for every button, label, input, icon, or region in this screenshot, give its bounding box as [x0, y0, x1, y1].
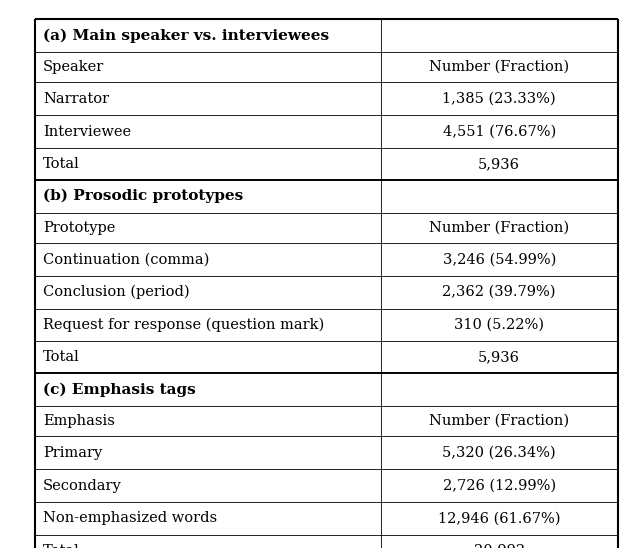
Text: (c) Emphasis tags: (c) Emphasis tags: [43, 383, 196, 397]
Text: Request for response (question mark): Request for response (question mark): [43, 318, 324, 332]
Text: 5,936: 5,936: [478, 157, 520, 171]
Text: (b) Prosodic prototypes: (b) Prosodic prototypes: [43, 189, 243, 203]
Text: Narrator: Narrator: [43, 92, 109, 106]
Text: 2,726 (12.99%): 2,726 (12.99%): [443, 478, 556, 493]
Text: Non-emphasized words: Non-emphasized words: [43, 511, 217, 526]
Text: Emphasis: Emphasis: [43, 414, 115, 428]
Text: Conclusion (period): Conclusion (period): [43, 285, 189, 299]
Text: Secondary: Secondary: [43, 478, 122, 493]
Text: (a) Main speaker vs. interviewees: (a) Main speaker vs. interviewees: [43, 28, 329, 43]
Text: Prototype: Prototype: [43, 221, 115, 235]
Text: 5,320 (26.34%): 5,320 (26.34%): [442, 446, 556, 460]
Text: Total: Total: [43, 157, 79, 171]
Text: 20,992: 20,992: [474, 544, 525, 548]
Text: Total: Total: [43, 350, 79, 364]
Text: Number (Fraction): Number (Fraction): [429, 221, 569, 235]
Text: Number (Fraction): Number (Fraction): [429, 414, 569, 428]
Text: 4,551 (76.67%): 4,551 (76.67%): [443, 124, 556, 139]
Text: Interviewee: Interviewee: [43, 124, 131, 139]
Text: Continuation (comma): Continuation (comma): [43, 252, 209, 266]
Text: 310 (5.22%): 310 (5.22%): [454, 318, 544, 332]
Text: Speaker: Speaker: [43, 60, 104, 74]
Text: 3,246 (54.99%): 3,246 (54.99%): [442, 252, 556, 266]
Text: 1,385 (23.33%): 1,385 (23.33%): [442, 92, 556, 106]
Text: Total: Total: [43, 544, 79, 548]
Text: 5,936: 5,936: [478, 350, 520, 364]
Text: Number (Fraction): Number (Fraction): [429, 60, 569, 74]
Text: 12,946 (61.67%): 12,946 (61.67%): [438, 511, 561, 526]
Text: 2,362 (39.79%): 2,362 (39.79%): [442, 285, 556, 299]
Text: Primary: Primary: [43, 446, 102, 460]
